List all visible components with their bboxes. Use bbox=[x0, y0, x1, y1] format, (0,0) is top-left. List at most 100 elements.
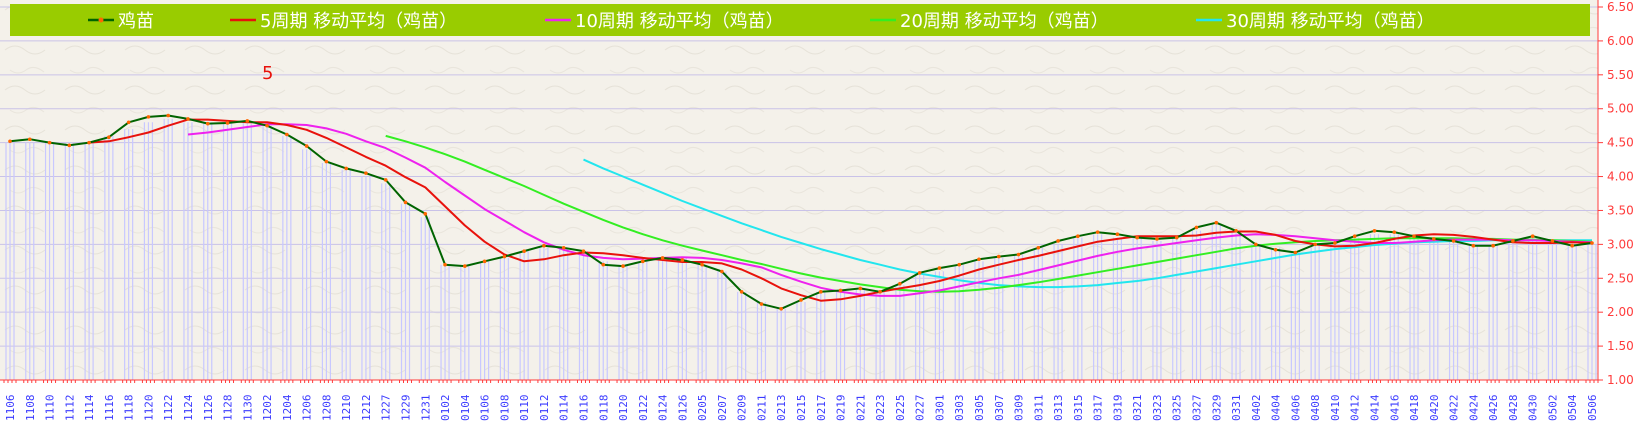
xtick-label: 1212 bbox=[360, 395, 373, 422]
xtick-label: 0321 bbox=[1131, 395, 1144, 422]
xtick-label: 0319 bbox=[1111, 395, 1124, 422]
price-point bbox=[1313, 242, 1317, 247]
price-point bbox=[720, 269, 724, 274]
price-point bbox=[858, 286, 863, 291]
price-point bbox=[245, 119, 250, 123]
price-point bbox=[977, 257, 981, 262]
xtick-label: 0116 bbox=[577, 395, 590, 422]
xtick-label: 0114 bbox=[558, 394, 571, 421]
xtick-label: 0215 bbox=[795, 395, 808, 422]
price-point bbox=[1471, 243, 1476, 248]
price-point bbox=[1530, 234, 1535, 239]
legend-label: 30周期 移动平均（鸡苗） bbox=[1226, 11, 1435, 32]
price-point bbox=[898, 281, 902, 286]
price-point bbox=[1115, 232, 1120, 236]
xtick-label: 1227 bbox=[380, 395, 393, 422]
xtick-label: 1110 bbox=[44, 395, 57, 422]
xtick-label: 0102 bbox=[439, 395, 452, 422]
xtick-label: 0502 bbox=[1546, 395, 1559, 422]
xtick-label: 0422 bbox=[1448, 395, 1461, 422]
ytick-label: 1.00 bbox=[1607, 373, 1634, 387]
price-point bbox=[265, 123, 269, 128]
xtick-label: 0311 bbox=[1032, 395, 1045, 422]
xtick-label: 0110 bbox=[518, 395, 531, 422]
xtick-label: 1116 bbox=[103, 395, 116, 422]
xtick-label: 1128 bbox=[222, 395, 235, 422]
ytick-label: 2.00 bbox=[1607, 305, 1634, 319]
xtick-label: 1126 bbox=[202, 395, 215, 422]
price-point bbox=[1392, 230, 1397, 234]
xtick-label: 1208 bbox=[320, 395, 333, 422]
price-point bbox=[799, 298, 803, 302]
legend-label: 20周期 移动平均（鸡苗） bbox=[900, 11, 1109, 32]
xtick-label: 0207 bbox=[716, 395, 729, 422]
xtick-label: 0420 bbox=[1428, 395, 1441, 422]
xtick-label: 1206 bbox=[301, 395, 314, 422]
xtick-label: 1124 bbox=[182, 394, 195, 421]
price-point bbox=[1056, 239, 1060, 243]
xtick-label: 0408 bbox=[1309, 395, 1322, 422]
xtick-label: 0301 bbox=[933, 395, 946, 422]
price-point bbox=[641, 259, 645, 264]
price-point bbox=[739, 290, 744, 294]
legend-bar bbox=[10, 4, 1590, 36]
price-point bbox=[621, 264, 625, 268]
price-point bbox=[186, 117, 190, 121]
price-point bbox=[1214, 220, 1219, 225]
price-point bbox=[1095, 230, 1100, 234]
xtick-label: 0120 bbox=[617, 395, 630, 422]
price-point bbox=[423, 212, 428, 216]
xtick-label: 0327 bbox=[1191, 395, 1204, 422]
x-axis: 1106 1108 1110 1112 1114 1116 1118 1120 1122 1124… bbox=[0, 379, 1599, 422]
xtick-label: 0303 bbox=[953, 395, 966, 422]
ytick-label: 3.00 bbox=[1607, 237, 1634, 251]
ytick-label: 4.00 bbox=[1607, 170, 1634, 184]
xtick-label: 1112 bbox=[63, 395, 76, 422]
ytick-label: 5.00 bbox=[1607, 102, 1634, 116]
price-point bbox=[1273, 247, 1278, 252]
price-point bbox=[542, 243, 546, 248]
price-point bbox=[1254, 242, 1258, 247]
ytick-label: 2.50 bbox=[1607, 271, 1634, 285]
xtick-label: 0426 bbox=[1487, 395, 1500, 422]
xtick-label: 1106 bbox=[4, 395, 17, 422]
xtick-label: 0428 bbox=[1507, 395, 1520, 422]
xtick-label: 0104 bbox=[459, 394, 472, 421]
gridlines bbox=[0, 6, 1598, 381]
ytick-label: 1.50 bbox=[1607, 339, 1634, 353]
price-point bbox=[463, 264, 467, 268]
price-point bbox=[581, 249, 586, 253]
price-point bbox=[107, 135, 111, 140]
xtick-label: 0313 bbox=[1052, 395, 1065, 422]
price-point bbox=[1432, 237, 1436, 241]
xtick-label: 0416 bbox=[1388, 395, 1401, 422]
price-point bbox=[1590, 241, 1594, 245]
price-point bbox=[1293, 250, 1298, 255]
plot-background bbox=[0, 0, 1598, 380]
price-point bbox=[285, 132, 289, 137]
xtick-label: 0414 bbox=[1368, 394, 1381, 421]
xtick-label: 1204 bbox=[281, 394, 294, 421]
legend-label: 鸡苗 bbox=[118, 11, 154, 32]
xtick-label: 0430 bbox=[1527, 395, 1540, 422]
price-point bbox=[917, 271, 922, 275]
xtick-label: 1231 bbox=[419, 395, 432, 422]
price-point bbox=[759, 302, 764, 306]
xtick-label: 1229 bbox=[400, 395, 413, 422]
xtick-label: 0217 bbox=[815, 395, 828, 422]
xtick-label: 1122 bbox=[162, 395, 175, 422]
legend: 鸡苗 5周期 移动平均（鸡苗） 10周期 移动平均（鸡苗） 20周期 移动平均（鸡苗）… bbox=[10, 4, 1590, 36]
xtick-label: 0225 bbox=[894, 395, 907, 422]
xtick-label: 0406 bbox=[1289, 395, 1302, 422]
price-point bbox=[126, 120, 131, 125]
xtick-label: 1118 bbox=[123, 395, 136, 422]
xtick-label: 0307 bbox=[993, 395, 1006, 422]
xtick-label: 0213 bbox=[775, 395, 788, 422]
xtick-label: 1130 bbox=[241, 395, 254, 422]
price-point bbox=[1570, 243, 1575, 248]
xtick-label: 0124 bbox=[657, 394, 670, 421]
price-point bbox=[443, 262, 447, 267]
price-point bbox=[502, 254, 507, 259]
price-point bbox=[838, 288, 843, 293]
